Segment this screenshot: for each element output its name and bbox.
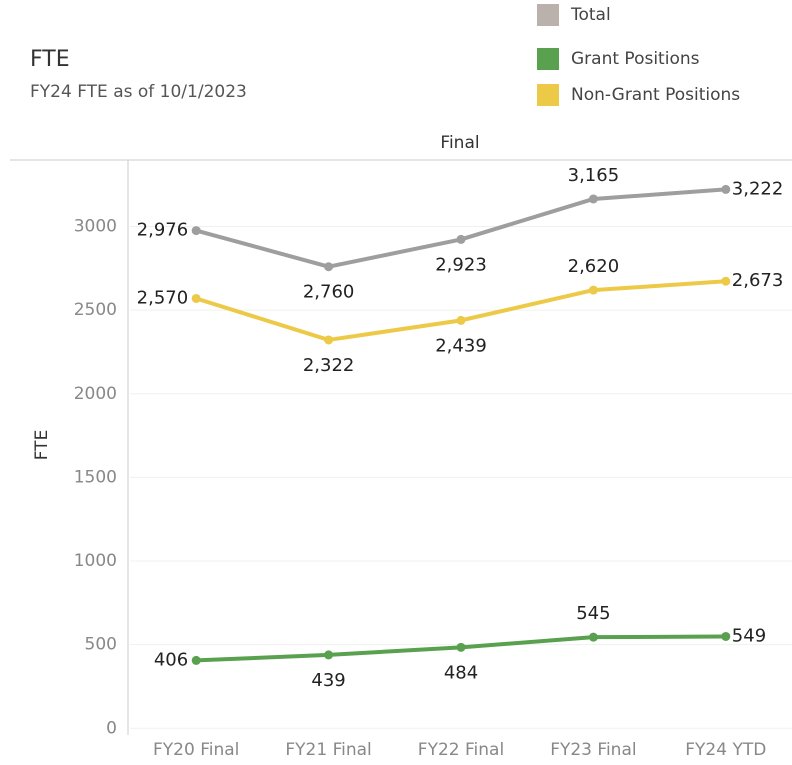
y-tick-label: 2000 [74,384,117,404]
data-label: 439 [311,670,345,691]
data-label: 2,439 [435,335,487,356]
x-tick-label: FY22 Final [418,740,504,760]
x-tick-label: FY20 Final [153,740,239,760]
data-point [456,642,466,652]
data-point [324,262,334,272]
data-label: 549 [732,625,766,646]
data-point [324,335,334,345]
data-label: 2,976 [137,220,189,241]
data-point [456,315,466,325]
legend-label: Non-Grant Positions [571,85,740,105]
data-label: 3,222 [732,178,784,199]
data-label: 2,620 [568,256,620,277]
data-label: 2,673 [732,270,784,291]
legend-swatch [537,4,559,26]
y-tick-label: 1500 [74,467,117,487]
chart-subtitle: FY24 FTE as of 10/1/2023 [30,82,247,102]
data-point [588,194,598,204]
y-tick-label: 0 [106,718,117,738]
data-point [324,650,334,660]
y-axis-label: FTE [32,430,52,461]
x-tick-label: FY24 YTD [685,740,766,760]
data-point [588,285,598,295]
legend-swatch [537,84,559,106]
data-point [191,226,201,236]
data-point [588,632,598,642]
column-header: Final [440,133,479,153]
data-label: 2,760 [303,282,355,303]
data-label: 2,923 [435,254,487,275]
data-point [456,234,466,244]
data-label: 3,165 [568,165,620,186]
y-tick-label: 2500 [74,300,117,320]
data-label: 545 [576,603,610,624]
legend-label: Total [570,5,611,25]
y-tick-label: 500 [85,635,117,655]
data-point [191,293,201,303]
chart-title: FTE [30,47,70,72]
x-tick-label: FY23 Final [550,740,636,760]
x-tick-label: FY21 Final [285,740,371,760]
data-label: 406 [154,649,188,670]
data-point [721,631,731,641]
data-label: 2,322 [303,355,355,376]
data-point [191,655,201,665]
data-label: 484 [444,662,478,683]
data-point [721,184,731,194]
legend-swatch [537,48,559,70]
legend-label: Grant Positions [571,49,700,69]
y-tick-label: 1000 [74,551,117,571]
y-tick-label: 3000 [74,217,117,237]
data-label: 2,570 [137,287,189,308]
data-point [721,276,731,286]
